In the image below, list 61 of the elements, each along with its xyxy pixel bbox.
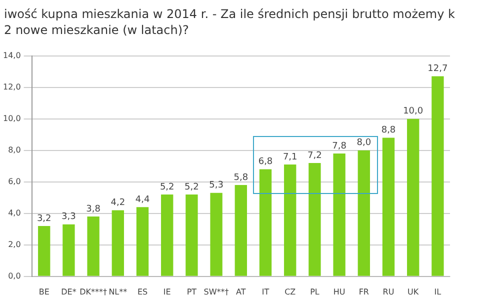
data-label: 8,8 bbox=[381, 126, 396, 136]
data-label: 12,7 bbox=[428, 64, 448, 74]
bar bbox=[210, 192, 222, 276]
bar bbox=[112, 210, 124, 276]
data-label: 8,0 bbox=[356, 138, 372, 148]
data-label: 3,2 bbox=[36, 214, 52, 224]
bar bbox=[186, 194, 198, 276]
y-tick-label: 10,0 bbox=[3, 114, 21, 123]
bar bbox=[432, 76, 444, 276]
x-tick-label: FR bbox=[358, 287, 370, 296]
x-tick-label: IT bbox=[262, 287, 270, 296]
bar bbox=[358, 150, 370, 276]
x-tick-label: IE bbox=[163, 287, 171, 296]
x-tick-label: HU bbox=[333, 287, 346, 296]
data-label: 5,2 bbox=[160, 182, 174, 192]
y-tick-label: 12,0 bbox=[3, 82, 21, 92]
bar bbox=[333, 153, 346, 276]
y-tick-label: 0,0 bbox=[8, 271, 21, 280]
bar bbox=[234, 185, 247, 276]
data-label: 6,8 bbox=[258, 157, 273, 168]
x-tick-label: RU bbox=[382, 287, 394, 296]
y-tick-label: 6,0 bbox=[8, 176, 21, 186]
data-label: 3,3 bbox=[62, 212, 76, 222]
data-label: 10,0 bbox=[403, 106, 424, 117]
x-tick-label: PT bbox=[186, 287, 197, 296]
data-label: 7,8 bbox=[332, 141, 347, 152]
bar bbox=[259, 169, 272, 276]
bar bbox=[284, 164, 296, 276]
y-tick-label: 14,0 bbox=[3, 50, 21, 60]
bar bbox=[308, 162, 321, 276]
chart-title: iwość kupna mieszkania w 2014 r. - Za ile średnich pensji brutto możemy k bbox=[4, 6, 456, 22]
data-label: 4,4 bbox=[135, 194, 150, 205]
bar bbox=[136, 207, 149, 276]
x-tick-label: UK bbox=[408, 287, 420, 296]
data-label: 5,3 bbox=[209, 180, 224, 191]
bar bbox=[161, 194, 174, 276]
x-tick-label: SW**† bbox=[204, 287, 229, 296]
x-tick-label: ES bbox=[137, 287, 148, 296]
data-label: 5,2 bbox=[184, 182, 199, 192]
x-tick-label: AT bbox=[236, 287, 246, 296]
x-tick-label: IL bbox=[434, 287, 442, 296]
bar bbox=[382, 138, 395, 276]
x-tick-label: DK***† bbox=[80, 287, 108, 296]
y-tick-label: 4,0 bbox=[8, 208, 21, 218]
bar bbox=[87, 216, 100, 276]
data-label: 4,2 bbox=[110, 198, 126, 208]
data-label: 7,2 bbox=[308, 150, 322, 161]
data-label: 7,1 bbox=[282, 152, 298, 162]
bar bbox=[62, 224, 75, 276]
y-tick-label: 8,0 bbox=[8, 145, 21, 154]
x-tick-label: CZ bbox=[284, 287, 296, 296]
x-tick-label: DE* bbox=[61, 287, 76, 296]
data-label: 3,8 bbox=[86, 204, 101, 214]
bar bbox=[38, 226, 50, 276]
x-tick-label: BE bbox=[38, 287, 50, 296]
chart-subtitle: 2 nowe mieszkanie (w latach)? bbox=[4, 22, 190, 38]
bar bbox=[407, 118, 420, 276]
data-label: 5,8 bbox=[234, 172, 248, 183]
x-tick-label: NL** bbox=[108, 287, 128, 296]
x-tick-label: PL bbox=[310, 287, 320, 296]
y-tick-label: 2,0 bbox=[8, 240, 21, 249]
